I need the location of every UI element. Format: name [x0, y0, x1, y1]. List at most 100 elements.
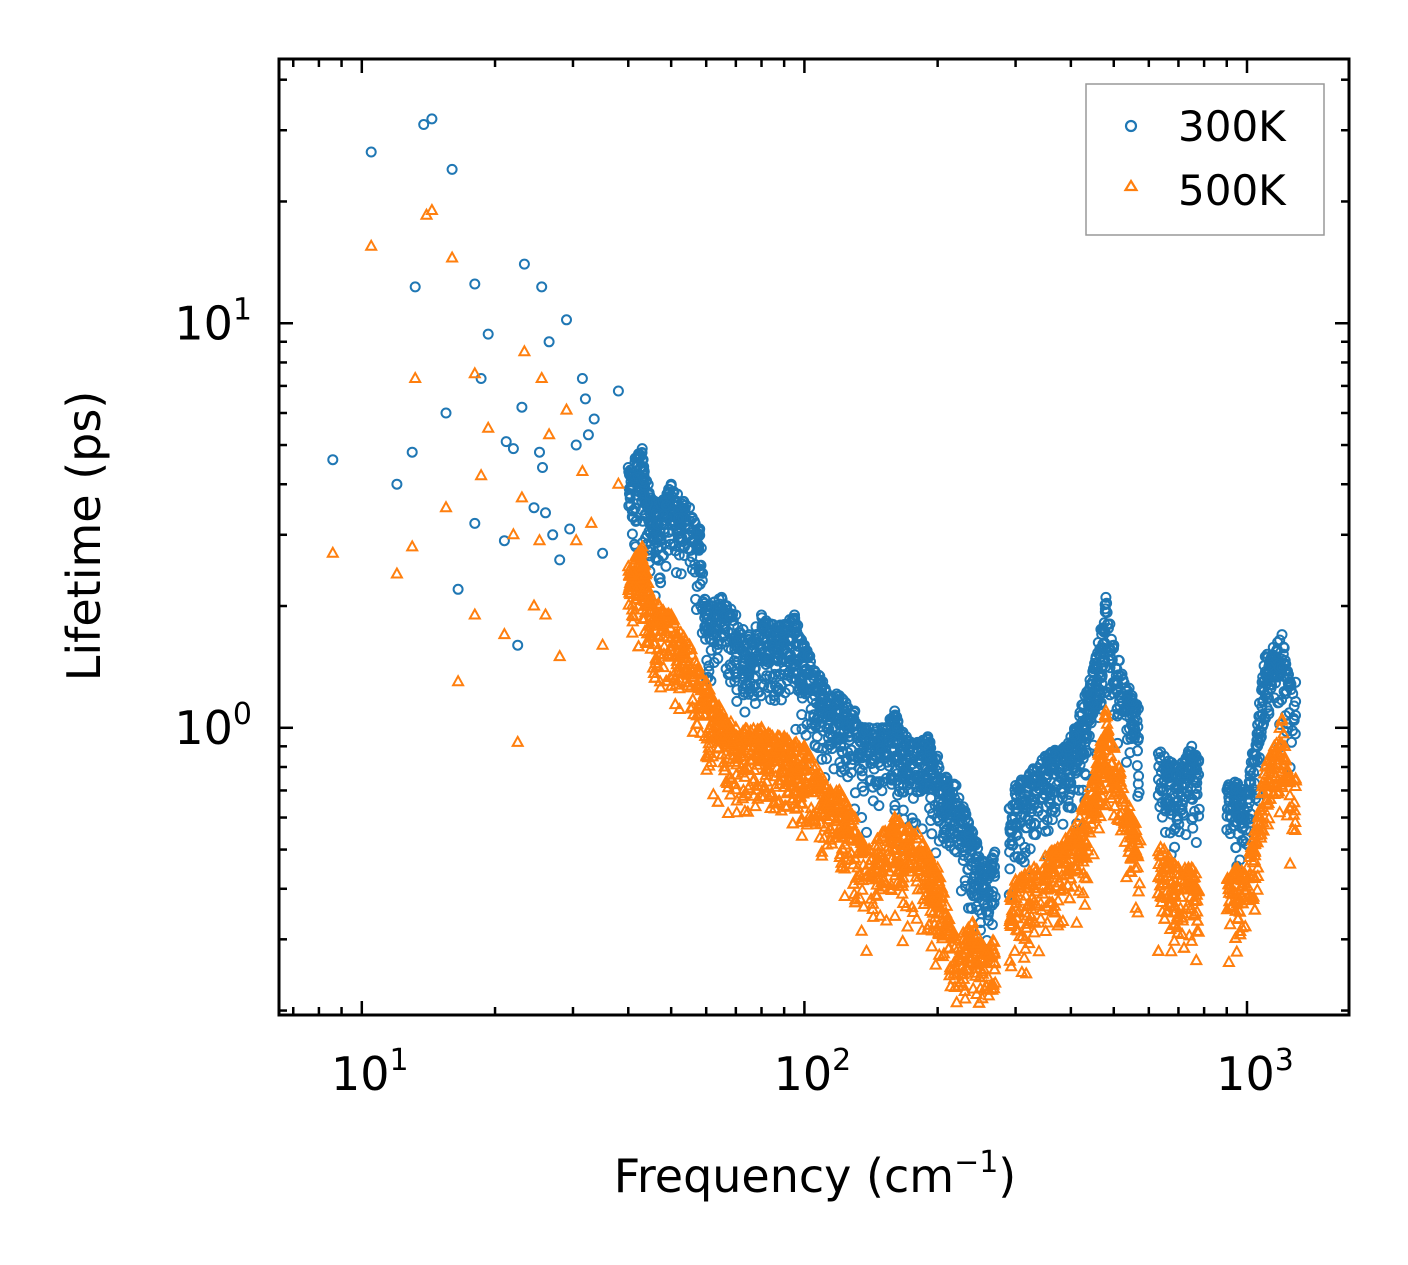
point-300K	[989, 861, 1000, 873]
point-300K	[1155, 754, 1167, 766]
point-500K	[1063, 861, 1077, 874]
point-500K	[1088, 770, 1102, 783]
point-500K	[640, 580, 655, 593]
point-500K	[622, 597, 636, 610]
point-500K	[1160, 868, 1175, 881]
x-tick-label: 103	[1216, 1043, 1294, 1101]
point-500K	[408, 370, 422, 383]
point-500K	[668, 670, 682, 683]
point-300K	[966, 860, 978, 872]
point-500K	[1105, 775, 1119, 788]
point-300K	[906, 812, 918, 824]
point-500K	[896, 895, 910, 908]
point-300K	[1225, 822, 1237, 834]
point-500K	[875, 879, 890, 892]
point-300K	[543, 336, 555, 348]
point-300K	[1252, 728, 1264, 739]
point-500K	[746, 721, 761, 734]
point-300K	[582, 429, 594, 441]
point-500K	[798, 763, 812, 776]
point-300K	[744, 652, 756, 664]
point-500K	[688, 654, 702, 667]
x-tick-label: 102	[774, 1043, 852, 1101]
point-500K	[1073, 809, 1087, 822]
point-300K	[1076, 749, 1088, 761]
point-500K	[1289, 773, 1303, 786]
point-500K	[909, 869, 923, 882]
point-500K	[684, 642, 698, 655]
point-500K	[664, 678, 678, 691]
point-500K	[1250, 882, 1265, 895]
point-300K	[1132, 745, 1143, 757]
point-300K	[1097, 656, 1109, 668]
point-300K	[1248, 754, 1260, 766]
point-300K	[1045, 783, 1057, 795]
point-300K	[561, 314, 572, 326]
point-300K	[748, 690, 760, 701]
point-500K	[1246, 841, 1260, 854]
point-500K	[786, 816, 800, 829]
point-300K	[1015, 776, 1027, 788]
point-500K	[910, 911, 924, 924]
point-500K	[1039, 864, 1053, 877]
point-300K	[796, 692, 808, 704]
point-500K	[1165, 880, 1180, 893]
point-500K	[715, 747, 729, 760]
point-300K	[663, 483, 675, 495]
point-500K	[813, 830, 827, 843]
point-500K	[947, 955, 962, 968]
point-500K	[1080, 790, 1094, 803]
point-300K	[670, 567, 682, 579]
point-500K	[770, 760, 784, 773]
point-500K	[636, 559, 650, 572]
point-300K	[1284, 680, 1296, 692]
point-500K	[905, 900, 919, 913]
point-500K	[1062, 891, 1077, 904]
point-300K	[852, 752, 864, 764]
point-300K	[678, 495, 690, 507]
point-300K	[1265, 679, 1277, 691]
point-500K	[768, 779, 782, 792]
point-500K	[882, 844, 897, 857]
point-300K	[948, 825, 960, 837]
point-500K	[1118, 834, 1132, 847]
point-500K	[1154, 848, 1168, 861]
point-500K	[674, 625, 688, 638]
point-500K	[702, 746, 716, 759]
point-500K	[1274, 744, 1289, 757]
point-300K	[1184, 763, 1196, 775]
point-500K	[1112, 812, 1126, 825]
point-500K	[825, 836, 839, 849]
point-500K	[789, 786, 804, 799]
point-500K	[1032, 944, 1046, 957]
point-500K	[741, 781, 755, 794]
point-500K	[1088, 773, 1102, 786]
point-500K	[653, 616, 667, 629]
point-500K	[701, 750, 715, 763]
point-500K	[971, 935, 985, 948]
point-300K	[978, 878, 990, 890]
point-300K	[777, 639, 789, 651]
point-500K	[1222, 881, 1236, 894]
point-300K	[856, 765, 868, 777]
point-300K	[1230, 783, 1242, 795]
point-500K	[759, 762, 774, 775]
point-500K	[974, 953, 988, 966]
point-300K	[677, 512, 689, 524]
point-500K	[1167, 916, 1182, 929]
point-500K	[1070, 915, 1084, 928]
point-500K	[637, 611, 652, 624]
point-500K	[795, 828, 809, 841]
y-axis-label: Lifetime (ps)	[57, 391, 111, 682]
point-300K	[1057, 818, 1069, 830]
point-500K	[1262, 811, 1276, 824]
point-500K	[1230, 944, 1244, 957]
point-300K	[857, 744, 869, 755]
point-500K	[1222, 894, 1237, 907]
point-500K	[1098, 743, 1112, 756]
point-300K	[1190, 837, 1202, 848]
point-300K	[732, 642, 744, 653]
point-500K	[1160, 877, 1174, 890]
point-500K	[839, 852, 853, 865]
point-300K	[1172, 814, 1184, 826]
